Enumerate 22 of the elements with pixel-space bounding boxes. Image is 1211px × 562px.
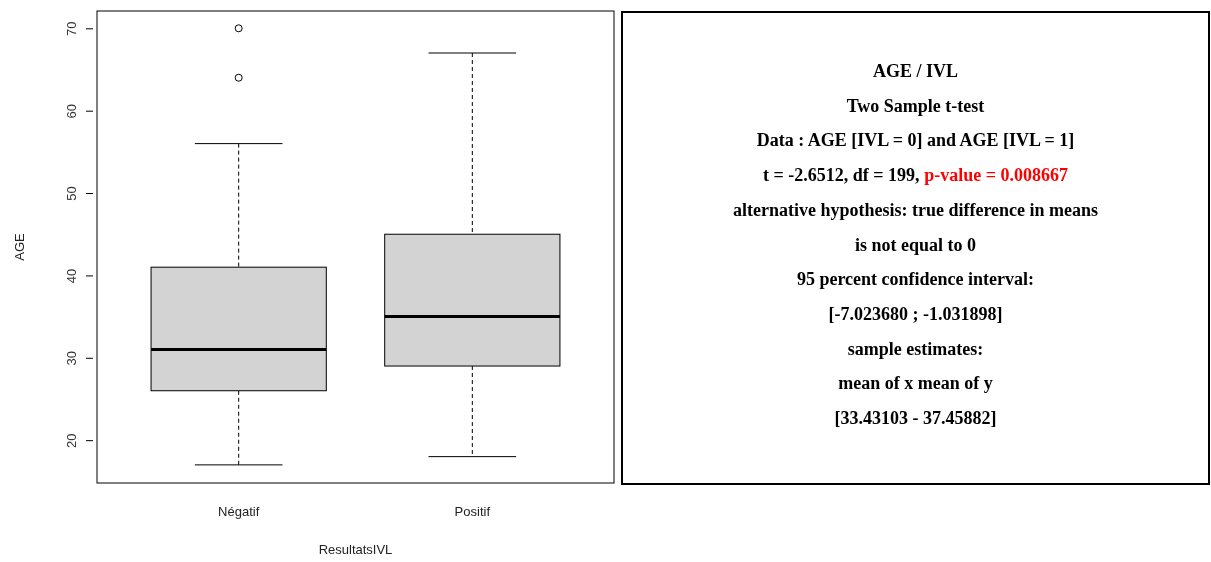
text: [-7.023680 ; -1.031898] bbox=[828, 303, 1003, 324]
text: 95 percent confidence interval: bbox=[796, 269, 1035, 290]
x-tick-label: Négatif bbox=[218, 503, 260, 519]
text: alternative hypothesis: true difference in means bbox=[732, 199, 1099, 220]
y-tick-label: 60 bbox=[64, 103, 80, 119]
y-tick-label: 50 bbox=[64, 186, 80, 201]
text: AGE / IVL bbox=[872, 61, 959, 81]
text: p-value = 0.008667 bbox=[919, 165, 1068, 186]
text: Two Sample t-test bbox=[846, 95, 985, 116]
text: sample estimates: bbox=[847, 338, 984, 359]
y-tick-label: 40 bbox=[64, 268, 80, 284]
x-tick-label: Positif bbox=[454, 503, 491, 519]
y-tick-label: 70 bbox=[64, 21, 80, 37]
y-tick-label: 20 bbox=[64, 433, 80, 448]
text: t = -2.6512, df = 199, bbox=[763, 165, 920, 186]
text: [33.43103 - 37.45882] bbox=[834, 408, 997, 428]
y-axis-title: AGE bbox=[12, 232, 27, 261]
x-axis-title: ResultatsIVL bbox=[318, 542, 393, 557]
text: Data : AGE [IVL = 0] and AGE [IVL = 1] bbox=[756, 130, 1075, 151]
text: mean of x mean of y bbox=[838, 373, 993, 394]
text: is not equal to 0 bbox=[854, 234, 977, 255]
y-tick-label: 30 bbox=[64, 351, 80, 366]
